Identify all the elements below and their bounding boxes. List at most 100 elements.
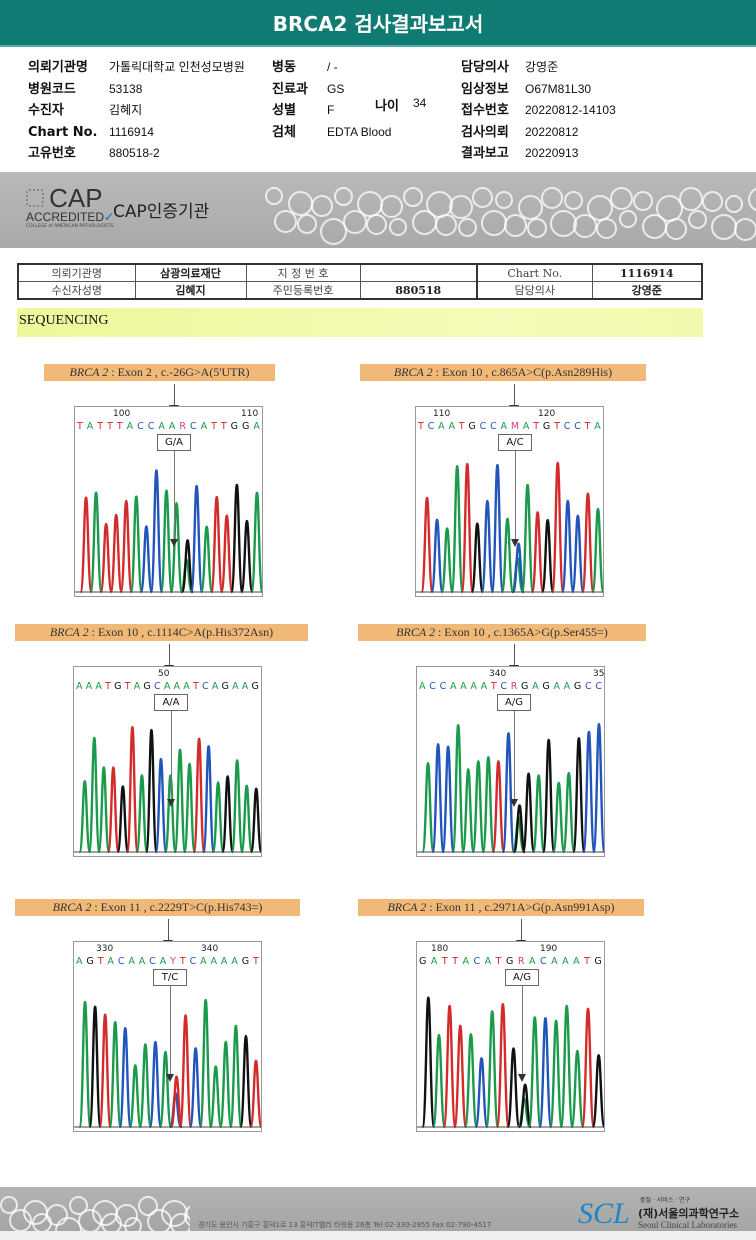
base-letter: A — [573, 956, 580, 967]
scl-logo: SCL — [578, 1197, 630, 1230]
trace-peak — [89, 491, 103, 594]
genotype-box: A/A — [154, 694, 188, 711]
chromatogram: 50 A A A T G T A G C A A A T C A G A A G A/A — [73, 666, 262, 857]
variant-label: BRCA 2 : Exon 2 , c.-26G>A(5'UTR) — [44, 364, 275, 381]
cloud-swirl — [679, 187, 703, 212]
cloud-swirl — [380, 195, 403, 219]
cloud-swirl — [0, 1195, 18, 1214]
age-label: 나이 — [375, 99, 399, 114]
trace-peak — [521, 772, 536, 854]
section-title: SEQUENCING — [19, 313, 109, 328]
footer-band: 경기도 용인시 기흥구 흥덕1로 13 흥덕IT밸리 타워동 26층 Tel 0… — [0, 1187, 756, 1231]
trace-peak — [480, 499, 495, 594]
trace-plot — [74, 725, 261, 854]
base-letter: C — [201, 681, 209, 692]
trace-peak — [440, 527, 454, 594]
footer-address: 경기도 용인시 기흥구 흥덕1로 13 흥덕IT밸리 타워동 26층 Tel 0… — [198, 1221, 492, 1229]
trace-peak — [229, 1024, 243, 1129]
trace-peak — [495, 1003, 510, 1129]
base-letter: G — [251, 681, 259, 692]
trace-plot — [417, 996, 604, 1129]
genotype-box: A/G — [505, 969, 539, 986]
trace-peak — [420, 496, 434, 594]
trace-peak — [158, 1050, 173, 1129]
variant-arrow-icon — [516, 919, 526, 949]
base-letter: A — [168, 421, 176, 432]
base-letter: A — [563, 681, 571, 692]
base-letter: A — [448, 421, 455, 432]
trace-peak — [98, 1013, 112, 1129]
cell: 880518 — [359, 281, 478, 300]
genotype-box: A/G — [497, 694, 531, 711]
base-letter: C — [117, 956, 125, 967]
trace-peak — [169, 1075, 184, 1129]
trace-peak — [249, 787, 261, 854]
label: 성별 — [272, 103, 296, 118]
trace-peak — [148, 1040, 163, 1129]
cloud-swirl — [435, 214, 457, 236]
trace-peak — [78, 780, 92, 854]
cloud-swirl — [449, 195, 473, 220]
base-letter: R — [179, 421, 186, 432]
base-letter: A — [438, 421, 445, 432]
base-letter: A — [532, 681, 539, 692]
trace-peak — [88, 1005, 102, 1129]
base-letter: A — [107, 956, 114, 967]
base-letter: C — [595, 681, 602, 692]
base-letter: T — [97, 421, 104, 432]
base-letter: T — [220, 421, 227, 432]
gene-name: BRCA 2 — [49, 625, 89, 639]
report-title-bar: BRCA2 검사결과보고서 — [0, 0, 756, 47]
cloud-swirl — [403, 187, 423, 208]
chromatogram: 330 340 A G T A C A A C A Y T C A A A A G T T/C — [73, 941, 262, 1132]
cloud-swirl — [265, 187, 283, 206]
cap-logo: CAP ACCREDITED✓ COLLEGE of AMERICAN PATH… — [26, 185, 115, 229]
checkmark-icon: ✓ — [104, 210, 115, 224]
trace-peak — [79, 496, 93, 594]
base-letter: T — [495, 956, 502, 967]
base-letter: C — [500, 681, 507, 692]
trace-peak — [240, 519, 254, 594]
base-letter: A — [241, 681, 249, 692]
chromatogram: 180 190 G A T T A C A T G R A C A A A T G A/G — [416, 941, 605, 1132]
table-row: 수신자성명 김혜지 주민등록번호 880518 담당의사 강영준 — [17, 281, 703, 300]
variant-desc: : Exon 10 , c.865A>C(p.Asn289His) — [432, 365, 613, 379]
trace-peak — [119, 499, 133, 594]
base-letter: A — [460, 681, 467, 692]
trace-peak — [501, 732, 516, 854]
cloud-swirl — [619, 210, 637, 228]
cell: 주민등록번호 — [245, 281, 361, 300]
trace-peak — [135, 774, 149, 854]
value: GS — [327, 81, 345, 96]
base-letter: T — [418, 421, 424, 432]
cloud-swirl — [610, 187, 633, 211]
chromatogram: 100 110 T A T T T A C C A A R C A T T G G A G/A — [74, 406, 263, 597]
cell: Chart No. — [476, 263, 593, 282]
base-letter: A — [430, 956, 438, 967]
base-letter: G — [573, 681, 582, 692]
cloud-swirl — [274, 210, 297, 233]
base-letter: C — [563, 421, 571, 432]
trace-peak — [209, 1065, 223, 1129]
base-letter: C — [147, 421, 155, 432]
trace-peak — [572, 737, 586, 854]
base-letter: G — [241, 956, 250, 967]
cell: 지 정 번 호 — [245, 263, 361, 282]
base-letter: T — [179, 956, 186, 967]
base-letter: A — [200, 956, 207, 967]
trace-peak — [460, 462, 474, 594]
cell: 의뢰기관명 — [17, 263, 136, 282]
base-letter: A — [200, 421, 208, 432]
base-letter: A — [76, 681, 83, 692]
trace-peak — [106, 766, 120, 854]
trace-peak — [230, 759, 244, 854]
cloud-swirl — [458, 218, 477, 237]
trace-peak — [219, 1040, 233, 1129]
variant-label: BRCA 2 : Exon 10 , c.865A>C(p.Asn289His) — [360, 364, 646, 381]
base-letter: T — [533, 421, 540, 432]
base-letter: T — [77, 421, 83, 432]
trace-peak — [571, 514, 585, 594]
base-letter: T — [452, 956, 458, 967]
genotype-pointer-icon — [167, 711, 175, 807]
